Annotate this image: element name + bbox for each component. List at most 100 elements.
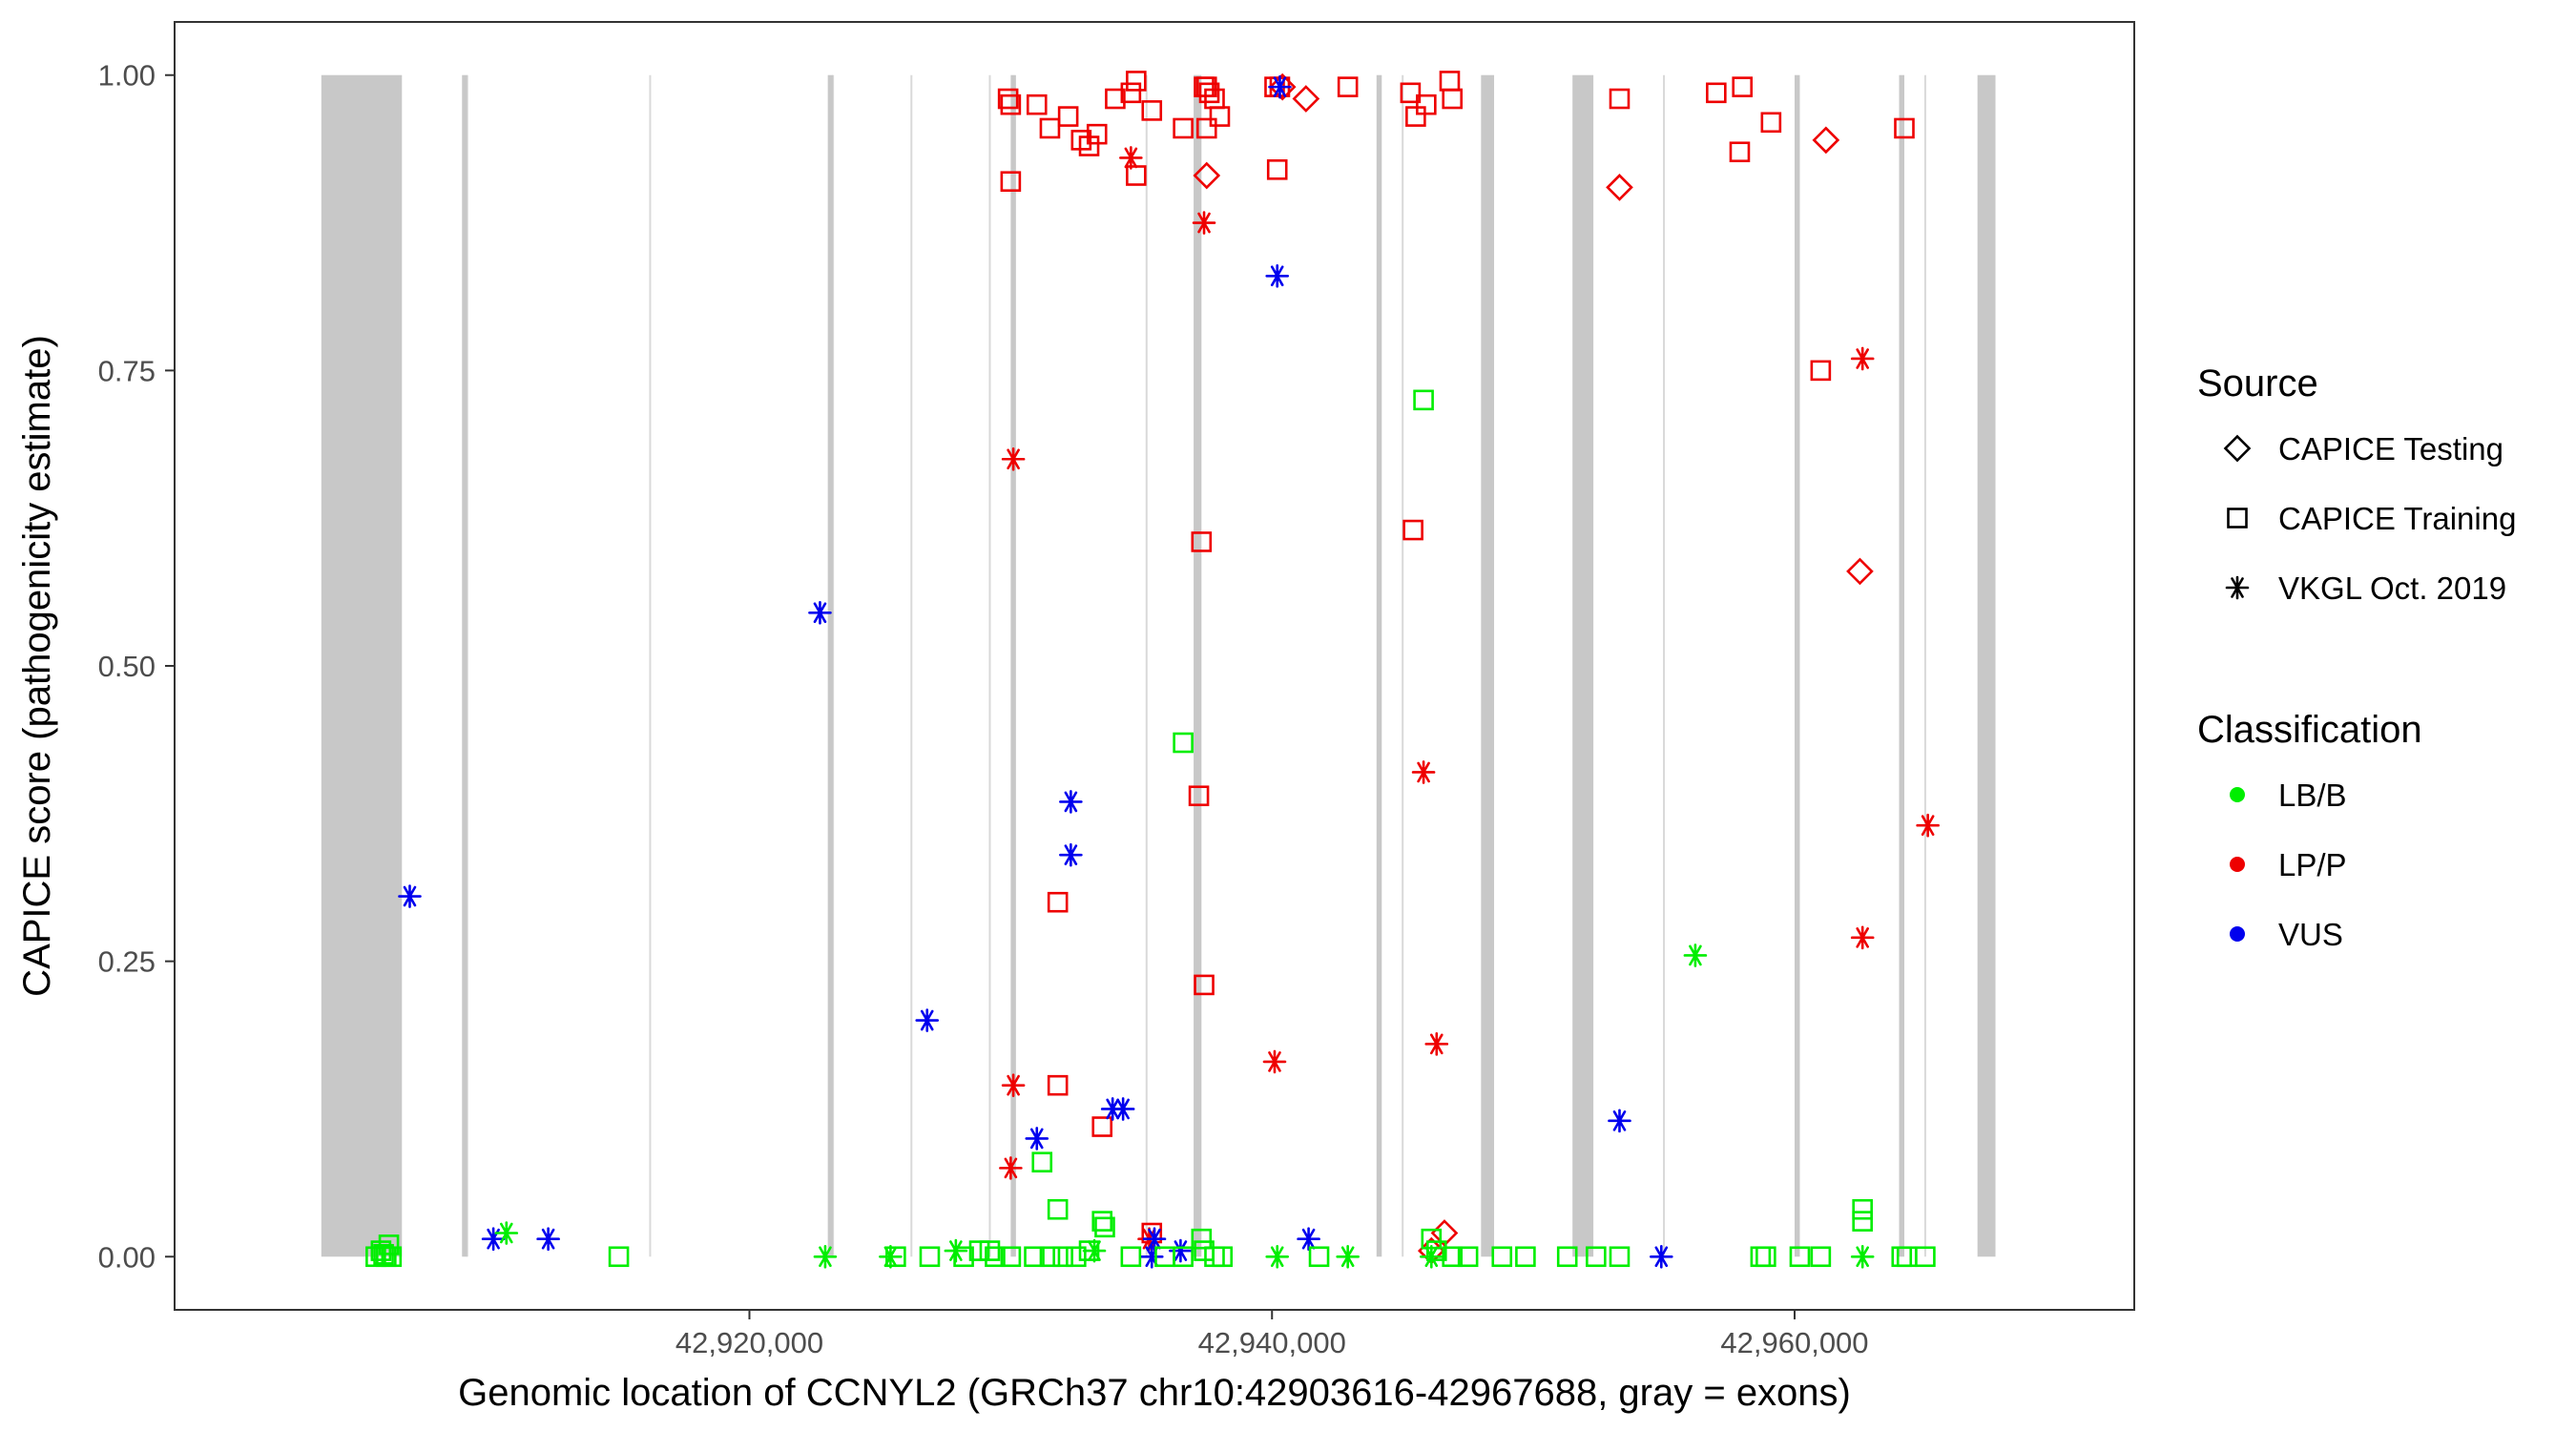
data-point (1852, 1198, 1873, 1220)
legend-source-items: CAPICE Testing CAPICE Training VKGL Oct. 2… (2223, 431, 2516, 606)
data-point (1609, 1246, 1631, 1268)
data-point (1411, 760, 1436, 784)
legend-class-key (2230, 857, 2245, 872)
data-point (1192, 211, 1216, 235)
data-point (1119, 146, 1143, 170)
data-point (1066, 1246, 1087, 1268)
exon-band (1899, 74, 1904, 1257)
exon-band (827, 74, 834, 1257)
data-point (953, 1246, 974, 1268)
data-point (1000, 171, 1022, 193)
data-point (1755, 1246, 1776, 1268)
data-point (1292, 85, 1320, 113)
data-point (536, 1227, 560, 1251)
exon-band (1376, 74, 1382, 1257)
data-point (1173, 732, 1194, 754)
exon-band (462, 74, 467, 1257)
data-point (1402, 519, 1423, 541)
data-point (1706, 82, 1727, 104)
exon-band (1572, 74, 1594, 1257)
data-point (1894, 117, 1915, 139)
legend-source-key (2223, 434, 2252, 463)
data-point (1111, 1097, 1135, 1121)
exon-band (1010, 74, 1016, 1257)
data-point (1442, 1246, 1464, 1268)
data-point (1308, 1246, 1330, 1268)
x-tick-label: 42,960,000 (1720, 1326, 1868, 1359)
data-point (1413, 389, 1434, 411)
data-point (1191, 1228, 1213, 1250)
legend-class-label: LB/B (2278, 778, 2347, 813)
legend-source-key (2225, 575, 2250, 600)
y-tick-label: 0.00 (98, 1240, 156, 1274)
x-tick-label: 42,920,000 (675, 1326, 823, 1359)
y-tick-label: 0.75 (98, 354, 156, 387)
exon-band (1977, 74, 1996, 1257)
data-point (481, 1227, 506, 1251)
legend-classification-items: LB/B LP/P VUS (2230, 778, 2347, 952)
x-tick-label: 42,940,000 (1198, 1326, 1346, 1359)
data-point (1120, 82, 1142, 104)
data-point (1139, 1244, 1164, 1269)
data-point (1609, 88, 1631, 110)
data-point (1421, 1228, 1443, 1250)
data-point (1683, 944, 1708, 967)
data-point (1142, 1227, 1167, 1251)
data-point (1265, 263, 1290, 288)
data-point (1000, 93, 1022, 115)
data-point (1169, 1238, 1193, 1263)
data-point (1606, 174, 1633, 201)
data-point (1091, 1116, 1113, 1137)
data-point (1852, 1211, 1873, 1232)
data-point (1268, 74, 1292, 99)
data-point (1194, 974, 1215, 996)
data-point (1198, 82, 1220, 104)
data-point (1047, 1074, 1069, 1096)
data-point (1078, 1240, 1100, 1261)
series-vkgl-oct-2019-lb-b (494, 944, 1875, 1269)
data-point (1850, 1244, 1875, 1269)
legend-classification-title: Classification (2197, 709, 2422, 751)
plot-area (321, 71, 1996, 1269)
data-point (1001, 1073, 1026, 1097)
legend-source-key (2227, 508, 2248, 529)
y-tick-label: 0.50 (98, 650, 156, 683)
data-point (1047, 891, 1069, 913)
data-point (1729, 141, 1751, 163)
data-point (979, 1240, 1001, 1261)
y-tick-label: 0.25 (98, 945, 156, 979)
exon-band (321, 74, 403, 1257)
data-point (1031, 1151, 1053, 1172)
legend-class-key (2230, 926, 2245, 942)
data-point (1212, 1246, 1234, 1268)
data-point (1173, 1246, 1194, 1268)
data-point (1195, 117, 1217, 139)
data-point (1086, 123, 1108, 145)
data-point (1193, 161, 1221, 190)
data-point (1265, 1244, 1290, 1269)
data-point (999, 1156, 1023, 1180)
data-point (813, 1244, 838, 1269)
data-point (1039, 1246, 1061, 1268)
data-point (1337, 76, 1359, 97)
data-point (1732, 76, 1753, 97)
exon-band (1794, 74, 1800, 1257)
data-point (1608, 1109, 1631, 1133)
data-point (1586, 1246, 1607, 1268)
data-point (1001, 446, 1026, 471)
data-point (1425, 1240, 1447, 1261)
data-point (1810, 360, 1832, 382)
data-point (1091, 1211, 1113, 1232)
data-point (1059, 842, 1083, 867)
data-point (1126, 71, 1147, 92)
data-point (1420, 1244, 1444, 1269)
data-point (985, 1246, 1006, 1268)
data-point (1082, 1238, 1107, 1263)
legend-source-title: Source (2197, 363, 2318, 404)
data-point (919, 1246, 941, 1268)
x-axis-title: Genomic location of CCNYL2 (GRCh37 chr10… (458, 1372, 1851, 1414)
data-point (1491, 1246, 1513, 1268)
data-point (968, 1240, 990, 1261)
data-point (1047, 1198, 1069, 1220)
